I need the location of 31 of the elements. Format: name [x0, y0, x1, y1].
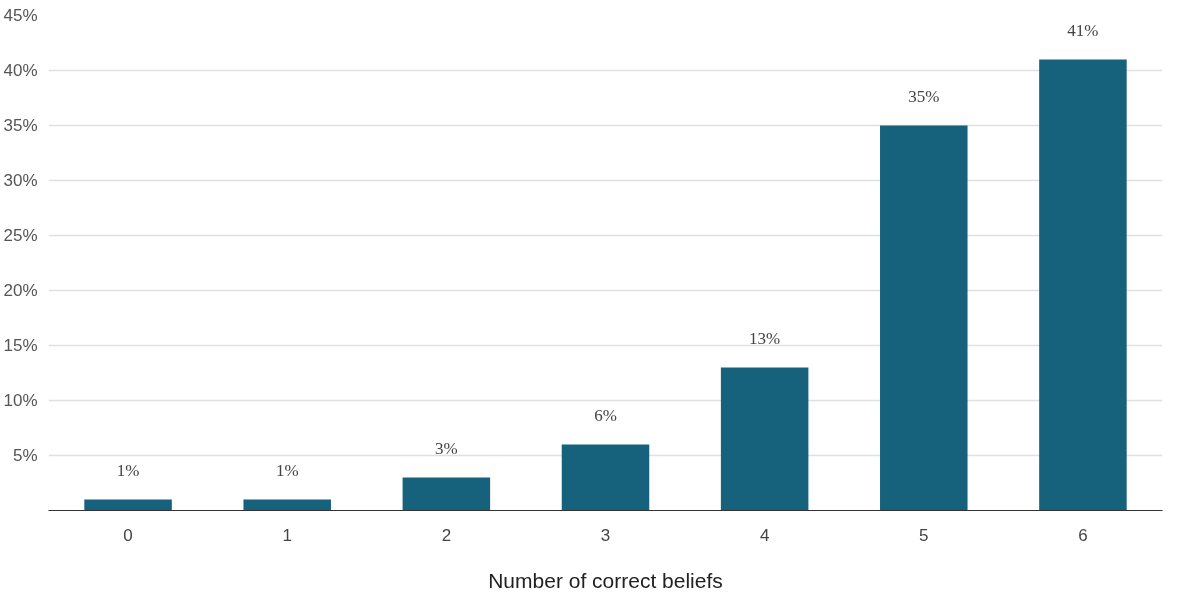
data-label: 13%	[749, 328, 781, 348]
data-label: 1%	[116, 460, 140, 480]
bar	[402, 477, 491, 511]
data-label: 3%	[435, 438, 458, 458]
y-tick-label: 20%	[3, 281, 38, 300]
bar	[84, 499, 172, 511]
y-tick-label: 40%	[3, 61, 38, 80]
bar	[561, 444, 650, 511]
x-axis-title: Number of correct beliefs	[488, 568, 723, 592]
x-tick-label: 2	[441, 525, 452, 545]
y-tick-label: 45%	[3, 6, 38, 25]
bar	[1039, 59, 1127, 511]
bar	[720, 367, 809, 511]
data-label: 1%	[275, 460, 299, 480]
data-label: 35%	[908, 86, 940, 106]
data-label: 41%	[1067, 20, 1099, 40]
y-tick-label: 25%	[3, 226, 38, 245]
y-tick-label: 30%	[3, 171, 38, 190]
x-tick-label: 4	[759, 525, 770, 545]
y-tick-label: 35%	[3, 116, 38, 135]
bar	[243, 499, 331, 511]
bar	[880, 125, 968, 511]
y-tick-label: 10%	[3, 391, 38, 410]
x-tick-label: 0	[123, 525, 133, 545]
x-tick-label: 3	[600, 525, 611, 545]
data-label: 6%	[594, 405, 617, 425]
x-tick-label: 1	[282, 525, 292, 545]
x-tick-label: 5	[919, 525, 929, 545]
x-tick-label: 6	[1078, 525, 1088, 545]
y-tick-label: 5%	[12, 446, 38, 465]
y-tick-label: 15%	[3, 336, 38, 355]
